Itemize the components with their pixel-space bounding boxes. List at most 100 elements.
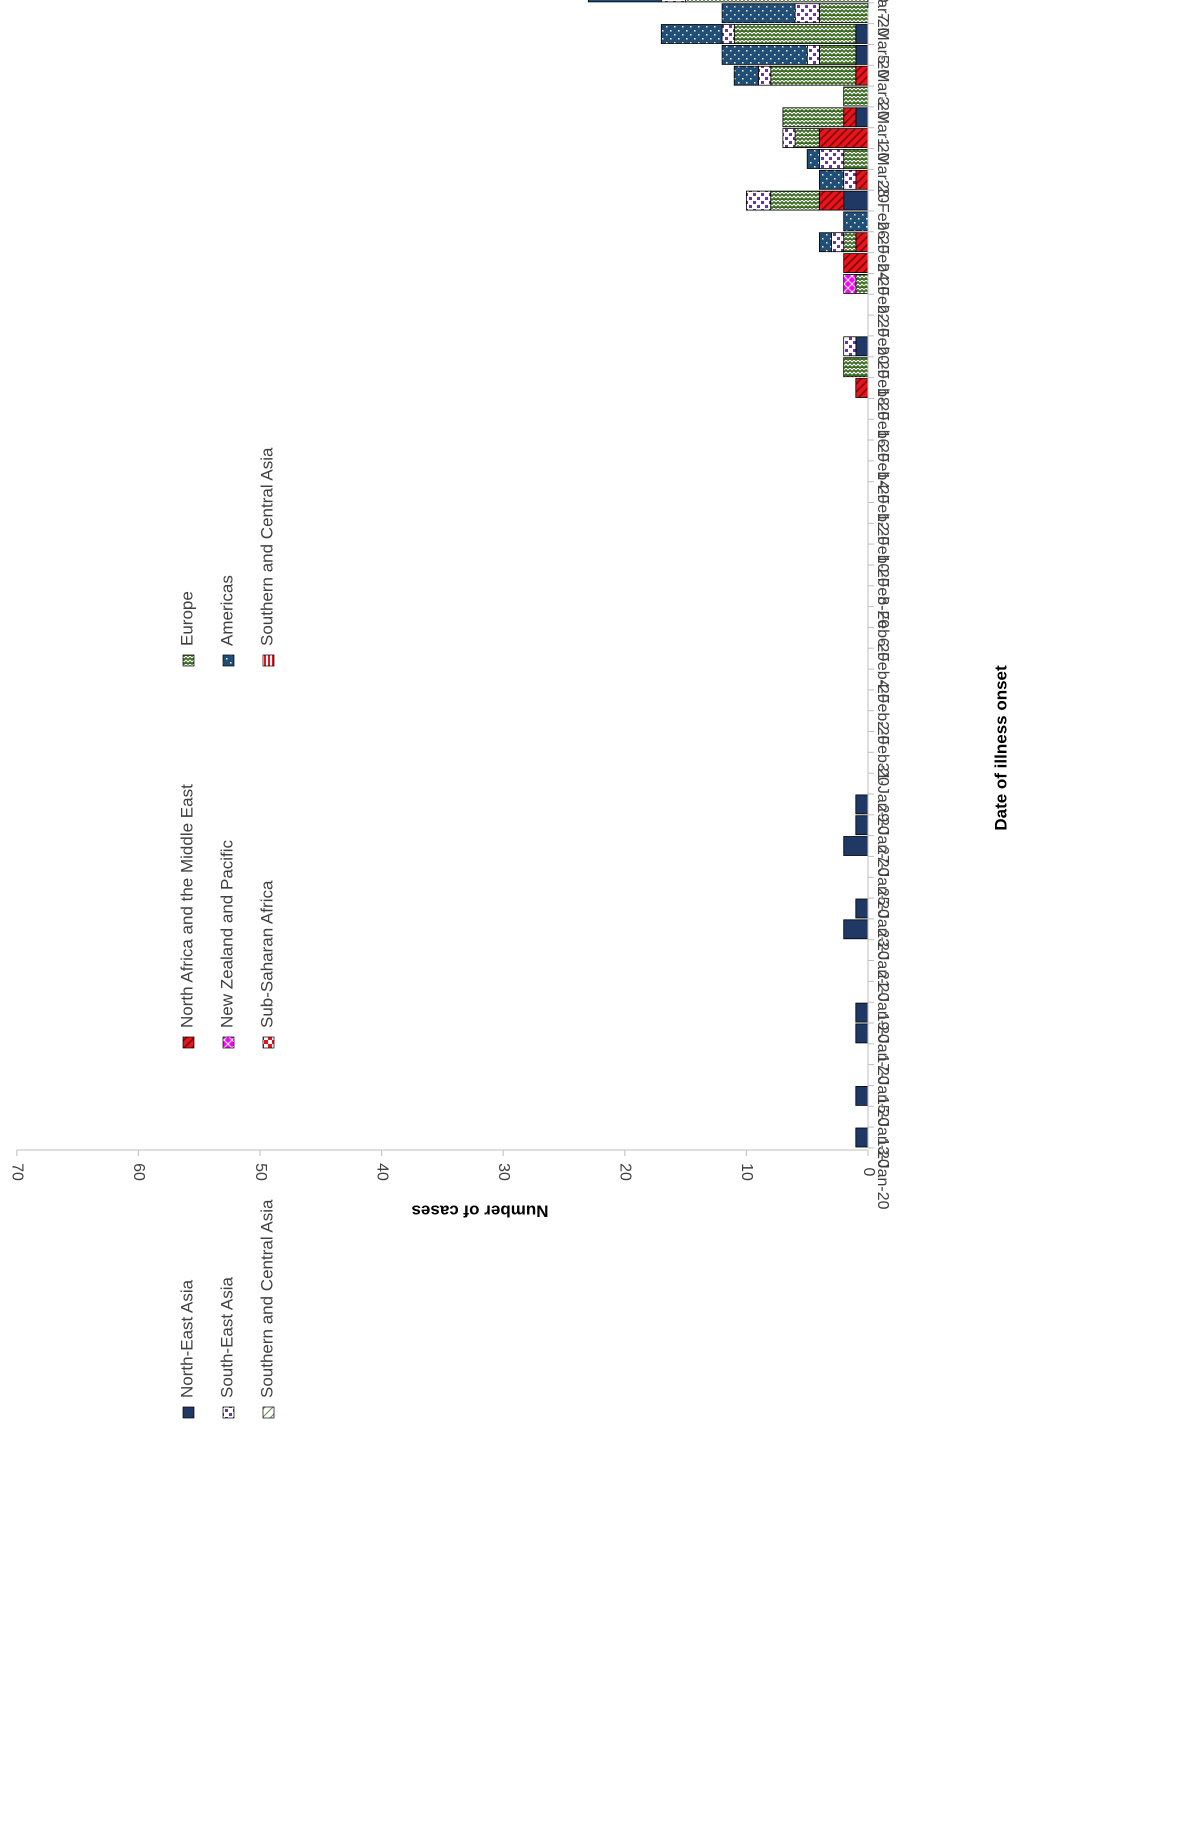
category-tick-label: 15-Jan-20 [874, 1096, 891, 1168]
bar-segment [843, 357, 869, 378]
category-tick-label: 14-Feb-20 [874, 471, 891, 545]
bar-segment [843, 336, 857, 357]
bar-segment [843, 169, 857, 190]
value-tick-label: 70 [9, 1163, 26, 1181]
category-tick-label: 7-Mar-20 [874, 13, 891, 78]
bar-segment [806, 45, 820, 65]
value-tick-label: 10 [738, 1163, 755, 1181]
category-tick-label: 24-Feb-20 [874, 263, 891, 337]
value-tick-label: 60 [130, 1163, 147, 1181]
category-tick-label: 18-Feb-20 [874, 388, 891, 462]
bar-segment [843, 190, 869, 211]
legend-swatch [222, 1036, 235, 1049]
bar-segment [843, 836, 869, 856]
legend-swatch [182, 654, 195, 667]
bar-segment [746, 190, 772, 211]
bar-segment [843, 273, 857, 294]
category-tick-label: 17-Jan-20 [874, 1054, 891, 1126]
bar-segment [855, 898, 869, 919]
category-tick-label: 3-Mar-20 [874, 97, 891, 162]
bar-segment [855, 1086, 869, 1106]
legend-label: South-East Asia [217, 1276, 236, 1398]
bar-segment [721, 3, 796, 24]
x-axis-title: Date of illness onset [991, 665, 1010, 831]
value-tick-label: 20 [617, 1163, 634, 1181]
legend-label: Americas [217, 575, 236, 646]
bar-segment [843, 149, 869, 169]
legend-label: New Zealand and Pacific [217, 839, 236, 1028]
legend-label: Southern and Central Asia [257, 1199, 276, 1398]
value-tick-label: 0 [860, 1168, 877, 1177]
bar-segment [855, 232, 869, 253]
category-tick-label: 9-Mar-20 [874, 0, 891, 37]
legend-swatch [262, 1406, 275, 1419]
bar-segment [819, 232, 833, 253]
bar-segment [855, 378, 869, 398]
legend-swatch [262, 654, 275, 667]
legend-swatch [262, 1036, 275, 1049]
bar-segment [843, 919, 869, 940]
bar-segment [855, 65, 869, 86]
category-tick-label: 10-Feb-20 [874, 555, 891, 629]
category-tick-label: 23-Jan-20 [874, 929, 891, 1001]
bar-segment [794, 128, 820, 149]
legend-swatch [222, 1406, 235, 1419]
bar-segment [843, 211, 869, 232]
bar-segment [758, 65, 772, 86]
bar-segment [733, 65, 759, 86]
category-tick-label: 25-Jan-20 [874, 888, 891, 960]
bar-segment [855, 169, 869, 190]
bar-segment [685, 0, 869, 3]
bar-segment [819, 45, 857, 65]
bar-segment [819, 3, 869, 24]
legend-label: North-East Asia [177, 1279, 196, 1398]
bar-segment [782, 107, 845, 128]
legend-swatch [182, 1406, 195, 1419]
bar-segment [782, 128, 796, 149]
bar-segment [721, 24, 735, 44]
bar-segment [855, 1127, 869, 1148]
legend-label: Southern and Central Asia [257, 447, 276, 646]
value-tick-label: 50 [252, 1163, 269, 1181]
bar-segment [843, 253, 869, 274]
bar-segment [855, 107, 869, 128]
bar-segment [819, 128, 869, 149]
bar-segment [770, 65, 857, 86]
category-tick-label: 4-Feb-20 [874, 680, 891, 745]
category-tick-label: 27-Jan-20 [874, 846, 891, 918]
bar-segment [660, 0, 686, 3]
bar-segment [843, 232, 857, 253]
category-tick-label: 28-Feb-20 [874, 180, 891, 254]
bar-segment [819, 169, 845, 190]
bar-segment [806, 149, 820, 169]
legend-swatch [182, 1036, 195, 1049]
legend-label: Europe [177, 591, 196, 646]
bar-segment [855, 794, 869, 815]
bar-segment [733, 24, 857, 44]
category-tick-label: 20-Feb-20 [874, 346, 891, 420]
category-tick-label: 26-Feb-20 [874, 221, 891, 295]
category-tick-label: 5-Mar-20 [874, 55, 891, 120]
bar-segment [855, 815, 869, 836]
bar-segment [855, 24, 869, 44]
value-tick-label: 30 [495, 1163, 512, 1181]
bar-segment [660, 24, 723, 44]
category-tick-label: 13-Jan-20 [874, 1138, 891, 1210]
bar-segment [843, 107, 857, 128]
bar-segment [855, 336, 869, 357]
bar-segment [855, 45, 869, 65]
category-tick-label: 11-Mar-20 [874, 0, 891, 3]
legend-label: North Africa and the Middle East [177, 784, 196, 1028]
category-tick-label: 19-Jan-20 [874, 1013, 891, 1085]
category-tick-label: 29-Jan-20 [874, 804, 891, 876]
bar-segment [843, 86, 869, 107]
y-axis-title: Number of cases [412, 1202, 549, 1221]
category-tick-label: 2-Feb-20 [874, 721, 891, 786]
category-tick-label: 1-Mar-20 [874, 138, 891, 203]
category-tick-label: 31-Jan-20 [874, 763, 891, 835]
bar-segment [831, 232, 845, 253]
category-tick-label: 6-Feb-20 [874, 638, 891, 703]
bar-segment [855, 273, 869, 294]
legend-swatch [222, 654, 235, 667]
